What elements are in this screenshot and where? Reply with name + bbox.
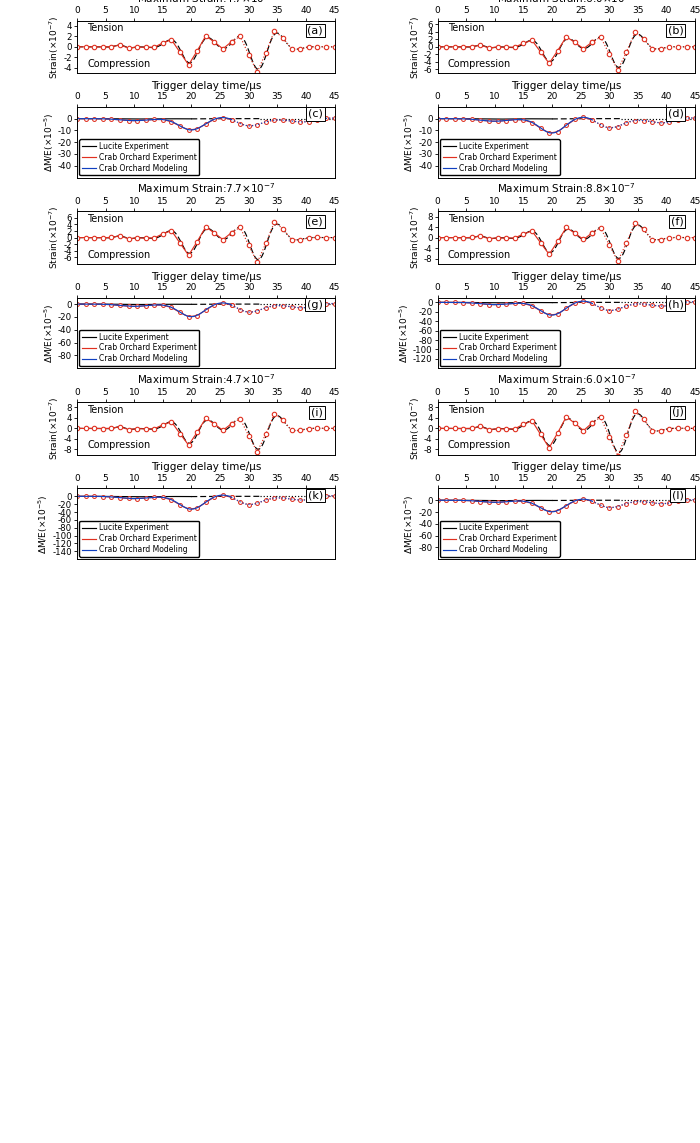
Text: Compression: Compression [448, 58, 511, 69]
Text: Compression: Compression [88, 58, 150, 69]
Text: (b): (b) [668, 26, 683, 35]
Y-axis label: ΔM/E(×10$^{-5}$): ΔM/E(×10$^{-5}$) [398, 303, 411, 362]
Title: Trigger delay time/μs: Trigger delay time/μs [511, 272, 622, 281]
Legend: Lucite Experiment, Crab Orchard Experiment, Crab Orchard Modeling: Lucite Experiment, Crab Orchard Experime… [79, 521, 200, 557]
Text: (k): (k) [308, 490, 323, 501]
Y-axis label: ΔM/E(×10$^{-5}$): ΔM/E(×10$^{-5}$) [43, 303, 56, 362]
Title: Trigger delay time/μs: Trigger delay time/μs [150, 463, 261, 472]
Title: Maximum Strain:4.7×10$^{-7}$: Maximum Strain:4.7×10$^{-7}$ [136, 0, 275, 5]
Text: Compression: Compression [448, 249, 511, 259]
Y-axis label: Strain(×10$^{-7}$): Strain(×10$^{-7}$) [409, 397, 422, 461]
Y-axis label: Strain(×10$^{-7}$): Strain(×10$^{-7}$) [48, 397, 62, 461]
Text: (d): (d) [668, 109, 683, 119]
Title: Trigger delay time/μs: Trigger delay time/μs [150, 272, 261, 281]
Title: Maximum Strain:7.7×10$^{-7}$: Maximum Strain:7.7×10$^{-7}$ [136, 182, 275, 195]
Y-axis label: ΔM/E(×10$^{-5}$): ΔM/E(×10$^{-5}$) [403, 112, 416, 171]
Text: (i): (i) [311, 407, 323, 417]
Legend: Lucite Experiment, Crab Orchard Experiment, Crab Orchard Modeling: Lucite Experiment, Crab Orchard Experime… [440, 521, 560, 557]
Legend: Lucite Experiment, Crab Orchard Experiment, Crab Orchard Modeling: Lucite Experiment, Crab Orchard Experime… [79, 330, 200, 366]
Legend: Lucite Experiment, Crab Orchard Experiment, Crab Orchard Modeling: Lucite Experiment, Crab Orchard Experime… [440, 330, 560, 366]
Text: Tension: Tension [448, 23, 484, 33]
Text: (h): (h) [668, 299, 683, 310]
Title: Maximum Strain:8.8×10$^{-7}$: Maximum Strain:8.8×10$^{-7}$ [497, 182, 636, 195]
Y-axis label: ΔM/E(×10$^{-5}$): ΔM/E(×10$^{-5}$) [403, 494, 416, 553]
Legend: Lucite Experiment, Crab Orchard Experiment, Crab Orchard Modeling: Lucite Experiment, Crab Orchard Experime… [440, 139, 560, 175]
Title: Maximum Strain:6.0×10$^{-7}$: Maximum Strain:6.0×10$^{-7}$ [497, 373, 636, 386]
Y-axis label: Strain(×10$^{-7}$): Strain(×10$^{-7}$) [409, 206, 422, 270]
Legend: Lucite Experiment, Crab Orchard Experiment, Crab Orchard Modeling: Lucite Experiment, Crab Orchard Experime… [79, 139, 200, 175]
Title: Maximum Strain:4.7×10$^{-7}$: Maximum Strain:4.7×10$^{-7}$ [136, 373, 275, 386]
Title: Trigger delay time/μs: Trigger delay time/μs [511, 81, 622, 90]
Y-axis label: Strain(×10$^{-7}$): Strain(×10$^{-7}$) [48, 15, 62, 79]
Text: Compression: Compression [448, 440, 511, 450]
Title: Trigger delay time/μs: Trigger delay time/μs [150, 81, 261, 90]
Y-axis label: Strain(×10$^{-7}$): Strain(×10$^{-7}$) [409, 15, 422, 79]
Text: (e): (e) [307, 217, 323, 226]
Text: (l): (l) [671, 490, 683, 501]
Y-axis label: ΔM/E(×10$^{-5}$): ΔM/E(×10$^{-5}$) [43, 112, 56, 171]
Title: Trigger delay time/μs: Trigger delay time/μs [511, 463, 622, 472]
Text: (j): (j) [671, 407, 683, 417]
Y-axis label: ΔM/E(×10$^{-5}$): ΔM/E(×10$^{-5}$) [37, 494, 50, 553]
Title: Maximum Strain:6.0×10$^{-7}$: Maximum Strain:6.0×10$^{-7}$ [497, 0, 636, 5]
Text: Compression: Compression [88, 249, 150, 259]
Text: Tension: Tension [88, 405, 124, 415]
Text: (g): (g) [307, 299, 323, 310]
Text: Tension: Tension [88, 23, 124, 33]
Text: (c): (c) [308, 109, 323, 119]
Text: Tension: Tension [448, 214, 484, 224]
Text: Tension: Tension [448, 405, 484, 415]
Text: (a): (a) [307, 26, 323, 35]
Y-axis label: Strain(×10$^{-7}$): Strain(×10$^{-7}$) [48, 206, 62, 270]
Text: (f): (f) [671, 217, 683, 226]
Text: Tension: Tension [88, 214, 124, 224]
Text: Compression: Compression [88, 440, 150, 450]
